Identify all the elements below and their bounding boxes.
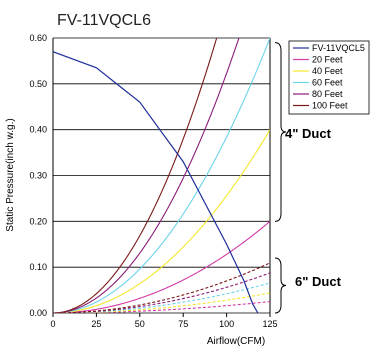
braces: [274, 42, 287, 314]
legend-entry: 20 Feet: [312, 55, 343, 65]
legend-entry: FV-11VQCL5: [312, 43, 365, 53]
annotation-4in-duct: 4" Duct: [285, 126, 332, 141]
y-tick-label: 0.10: [29, 262, 47, 272]
brace-6in: [274, 257, 287, 314]
x-tick-label: 50: [135, 319, 145, 329]
y-tick-label: 0.60: [29, 33, 47, 43]
y-tick-label: 0.40: [29, 125, 47, 135]
x-tick-label: 125: [262, 319, 277, 329]
grid: [52, 37, 271, 314]
legend-entry: 60 Feet: [312, 78, 343, 88]
legend-box: [288, 40, 370, 115]
duct-curve-20-feet: [53, 220, 270, 313]
duct-curve-40-feet: [53, 129, 270, 313]
x-axis-label: Airflow(CFM): [207, 336, 265, 347]
duct-curve-100-feet: [53, 262, 270, 313]
y-tick-label: 0.30: [29, 171, 47, 181]
legend-entry: 80 Feet: [312, 89, 343, 99]
ticks: 0.00 0.10 0.20 0.30 0.40 0.50 0.60 0 25 50 75 100 12…: [29, 33, 277, 329]
duct-curve-40-feet: [53, 292, 270, 313]
y-axis-label: Static Pressure(inch w.g.): [5, 118, 16, 231]
duct-curve-80-feet: [53, 38, 240, 313]
brace-4in: [274, 42, 287, 222]
x-tick-label: 25: [91, 319, 101, 329]
chart-title: FV-11VQCL6: [57, 12, 151, 29]
x-tick-label: 0: [50, 319, 55, 329]
legend-entry: 40 Feet: [312, 66, 343, 76]
y-tick-label: 0.50: [29, 79, 47, 89]
fan-curve: [53, 51, 259, 313]
legend-entry: 100 Feet: [312, 101, 348, 111]
x-tick-label: 75: [178, 319, 188, 329]
y-tick-label: 0.00: [29, 308, 47, 318]
duct-curve-60-feet: [53, 38, 270, 313]
annotation-6in-duct: 6" Duct: [295, 274, 342, 289]
y-tick-label: 0.20: [29, 216, 47, 226]
duct-curve-100-feet: [53, 38, 218, 313]
x-tick-label: 100: [219, 319, 234, 329]
curves: [53, 38, 270, 313]
